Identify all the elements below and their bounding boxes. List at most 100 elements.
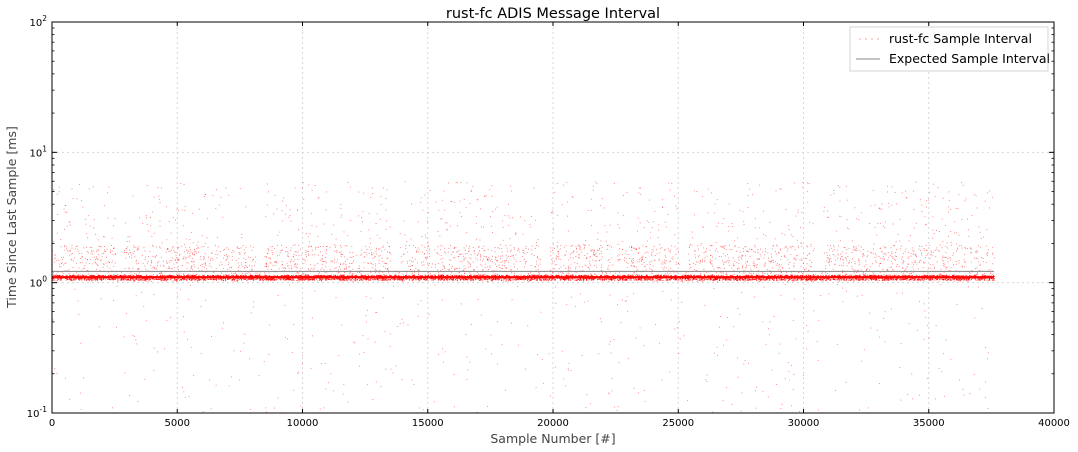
sample-point — [488, 278, 490, 280]
sample-point — [787, 279, 789, 281]
sample-point — [476, 238, 478, 240]
sample-point — [347, 182, 349, 183]
sample-point — [463, 247, 465, 249]
sample-point — [706, 380, 708, 382]
sample-point — [862, 277, 864, 279]
sample-point — [286, 274, 288, 276]
sample-point — [203, 196, 205, 197]
sample-point — [821, 280, 823, 282]
sample-point — [594, 273, 596, 275]
sample-point — [812, 278, 814, 280]
sample-point — [765, 235, 767, 237]
sample-point — [52, 250, 54, 252]
sample-point — [172, 280, 174, 282]
sample-point — [890, 275, 891, 277]
sample-point — [862, 256, 864, 258]
sample-point — [963, 259, 965, 261]
sample-point — [859, 278, 861, 280]
sample-point — [890, 275, 892, 277]
sample-point — [461, 253, 463, 255]
sample-point — [944, 265, 946, 267]
sample-point — [656, 275, 658, 277]
sample-point — [494, 251, 496, 253]
sample-point — [910, 279, 912, 280]
sample-point — [865, 270, 867, 272]
sample-point — [928, 199, 929, 201]
sample-point — [570, 257, 571, 259]
sample-point — [155, 267, 157, 269]
sample-point — [651, 279, 653, 281]
sample-point — [924, 249, 926, 251]
sample-point — [483, 279, 485, 280]
sample-point — [727, 259, 729, 261]
sample-point — [636, 274, 638, 276]
sample-point — [618, 248, 620, 249]
sample-point — [149, 275, 151, 277]
sample-point — [326, 246, 328, 247]
sample-point — [711, 274, 713, 275]
sample-point — [457, 256, 459, 258]
sample-point — [362, 211, 364, 213]
sample-point — [718, 266, 720, 268]
sample-point — [706, 374, 708, 376]
sample-point — [376, 274, 378, 276]
sample-point — [960, 245, 962, 247]
sample-point — [848, 278, 850, 280]
sample-point — [912, 278, 914, 280]
sample-point — [375, 268, 377, 270]
sample-point — [517, 278, 519, 280]
sample-point — [145, 320, 147, 322]
sample-point — [555, 264, 557, 265]
sample-point — [63, 208, 65, 210]
sample-point — [415, 247, 417, 249]
sample-point — [259, 274, 261, 276]
sample-point — [353, 341, 355, 343]
sample-point — [378, 262, 380, 264]
sample-point — [317, 270, 319, 272]
sample-point — [91, 279, 93, 281]
sample-point — [105, 262, 107, 264]
sample-point — [724, 268, 725, 270]
sample-point — [284, 270, 286, 272]
sample-point — [904, 274, 906, 276]
sample-point — [983, 274, 985, 276]
sample-point — [97, 278, 99, 280]
sample-point — [413, 279, 415, 281]
sample-point — [856, 249, 858, 251]
sample-point — [58, 191, 60, 193]
sample-point — [979, 231, 981, 233]
sample-point — [602, 256, 603, 258]
sample-point — [309, 241, 311, 243]
sample-point — [841, 256, 843, 258]
sample-point — [290, 278, 292, 280]
sample-point — [159, 273, 161, 275]
sample-point — [598, 253, 600, 255]
sample-point — [406, 271, 407, 273]
sample-point — [450, 245, 451, 247]
sample-point — [146, 275, 148, 277]
sample-point — [759, 253, 761, 255]
sample-point — [791, 234, 792, 236]
sample-point — [442, 269, 444, 271]
sample-point — [86, 232, 88, 234]
sample-point — [509, 279, 511, 281]
sample-point — [676, 327, 678, 329]
sample-point — [780, 279, 782, 281]
sample-point — [631, 261, 633, 263]
sample-point — [284, 304, 286, 306]
sample-point — [595, 252, 597, 254]
sample-point — [895, 279, 897, 281]
sample-point — [813, 310, 815, 312]
sample-point — [610, 352, 612, 354]
sample-point — [123, 275, 125, 277]
sample-point — [283, 278, 285, 280]
sample-point — [771, 279, 773, 280]
sample-point — [478, 247, 480, 248]
sample-point — [469, 278, 471, 280]
sample-point — [942, 241, 944, 243]
sample-point — [571, 244, 573, 246]
sample-point — [299, 279, 301, 281]
sample-point — [924, 275, 926, 277]
sample-point — [910, 273, 912, 274]
sample-point — [838, 245, 840, 247]
